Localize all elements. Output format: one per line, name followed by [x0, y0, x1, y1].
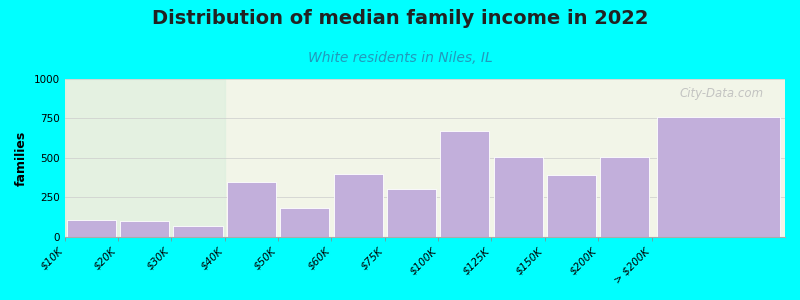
Bar — [387, 189, 436, 237]
Bar — [226, 182, 276, 237]
Text: City-Data.com: City-Data.com — [679, 87, 763, 100]
Bar — [657, 117, 780, 237]
Bar — [440, 131, 490, 237]
Bar — [494, 157, 542, 237]
Bar — [280, 208, 330, 237]
Text: Distribution of median family income in 2022: Distribution of median family income in … — [152, 9, 648, 28]
Bar — [120, 221, 169, 237]
Bar — [334, 174, 382, 237]
Bar — [600, 157, 650, 237]
Bar — [547, 175, 596, 237]
Bar — [65, 79, 225, 237]
Text: White residents in Niles, IL: White residents in Niles, IL — [308, 51, 492, 65]
Bar — [66, 220, 116, 237]
Bar — [174, 226, 222, 237]
Y-axis label: families: families — [15, 130, 28, 186]
